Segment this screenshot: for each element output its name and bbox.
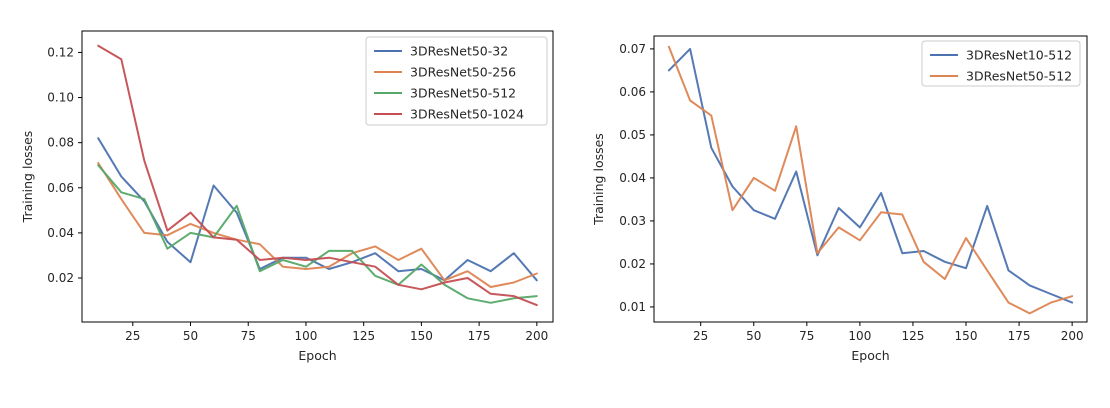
chart-right: 25 50 75 100 125 150 175 200 0.01 0.02 0.03 0.04 0.0…	[591, 35, 1088, 363]
x-tick-label: 100	[848, 329, 871, 343]
series-line-1	[97, 162, 538, 288]
series-line-3	[97, 44, 538, 307]
plot-frame	[81, 30, 554, 323]
legend-label-2: 3DResNet50-512	[410, 86, 516, 101]
x-tick-label: 25	[125, 329, 140, 343]
legend-label-3: 3DResNet50-1024	[410, 107, 524, 122]
plot-frame	[653, 35, 1088, 323]
y-tick-label: 0.04	[47, 226, 74, 240]
y-tick-label: 0.03	[619, 214, 646, 228]
legend-box	[365, 36, 548, 126]
y-tick-label: 0.02	[619, 257, 646, 271]
x-axis-label: Epoch	[298, 348, 336, 363]
legend-label-0: 3DResNet10-512	[966, 48, 1072, 63]
x-tick-label: 200	[525, 329, 548, 343]
series-line-0	[667, 47, 1074, 304]
x-axis-label: Epoch	[851, 348, 889, 363]
legend-label-0: 3DResNet50-32	[410, 44, 508, 59]
x-tick-label: 125	[352, 329, 375, 343]
y-axis-label: Training losses	[20, 131, 35, 224]
y-tick-label: 0.01	[619, 300, 646, 314]
x-tick-label: 50	[746, 329, 761, 343]
y-tick-label: 0.06	[47, 181, 74, 195]
y-tick-label: 0.04	[619, 171, 646, 185]
x-tick-label: 75	[799, 329, 814, 343]
x-tick-label: 125	[901, 329, 924, 343]
y-tick-label: 0.05	[619, 128, 646, 142]
legend: 3DResNet50-32 3DResNet50-256 3DResNet50-51…	[365, 36, 548, 126]
chart-left: 25 50 75 100 125 150 175 200 0.02 0.04 0.06 0.08 0.1…	[20, 30, 554, 363]
y-tick-label: 0.12	[47, 45, 74, 59]
y-axis-label: Training losses	[591, 133, 606, 226]
series-line-1	[667, 45, 1074, 315]
y-tick-label: 0.10	[47, 91, 74, 105]
legend-label-1: 3DResNet50-256	[410, 65, 516, 80]
x-tick-label: 100	[295, 329, 318, 343]
x-tick-label: 200	[1061, 329, 1084, 343]
legend: 3DResNet10-512 3DResNet50-512	[921, 40, 1081, 87]
y-tick-label: 0.08	[47, 136, 74, 150]
x-tick-label: 175	[1008, 329, 1031, 343]
x-tick-label: 175	[468, 329, 491, 343]
x-tick-label: 150	[410, 329, 433, 343]
y-tick-label: 0.02	[47, 271, 74, 285]
x-tick-label: 50	[183, 329, 198, 343]
legend-box	[921, 40, 1081, 87]
y-tick-label: 0.06	[619, 85, 646, 99]
x-tick-label: 150	[955, 329, 978, 343]
x-tick-label: 25	[693, 329, 708, 343]
y-tick-label: 0.07	[619, 42, 646, 56]
legend-label-1: 3DResNet50-512	[966, 69, 1072, 84]
x-tick-label: 75	[241, 329, 256, 343]
